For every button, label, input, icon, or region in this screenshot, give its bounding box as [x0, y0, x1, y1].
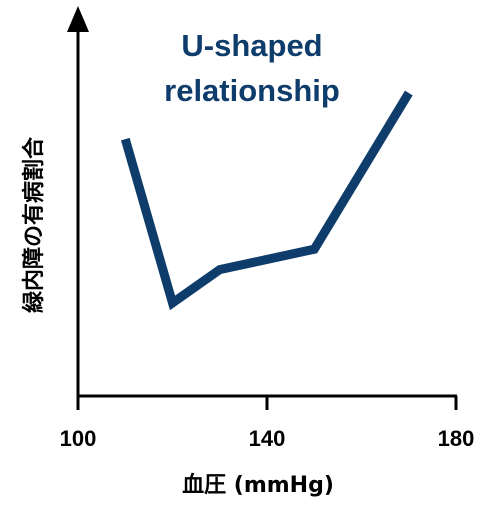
y-axis-arrow-icon — [67, 6, 89, 32]
series-line — [120, 90, 413, 311]
x-ticks — [76, 396, 458, 410]
annotation-line-2: relationship — [164, 73, 340, 108]
y-axis-label: 緑内障の有病割合 — [21, 136, 47, 313]
x-tick-label-140: 140 — [249, 426, 286, 451]
x-tick-label-100: 100 — [60, 426, 97, 451]
x-axis-label: 血圧 (mmHg) — [182, 472, 334, 498]
annotation-line-1: U-shaped — [181, 28, 322, 63]
x-tick-label-180: 180 — [438, 426, 475, 451]
x-tick-labels: 100 140 180 — [60, 426, 475, 451]
